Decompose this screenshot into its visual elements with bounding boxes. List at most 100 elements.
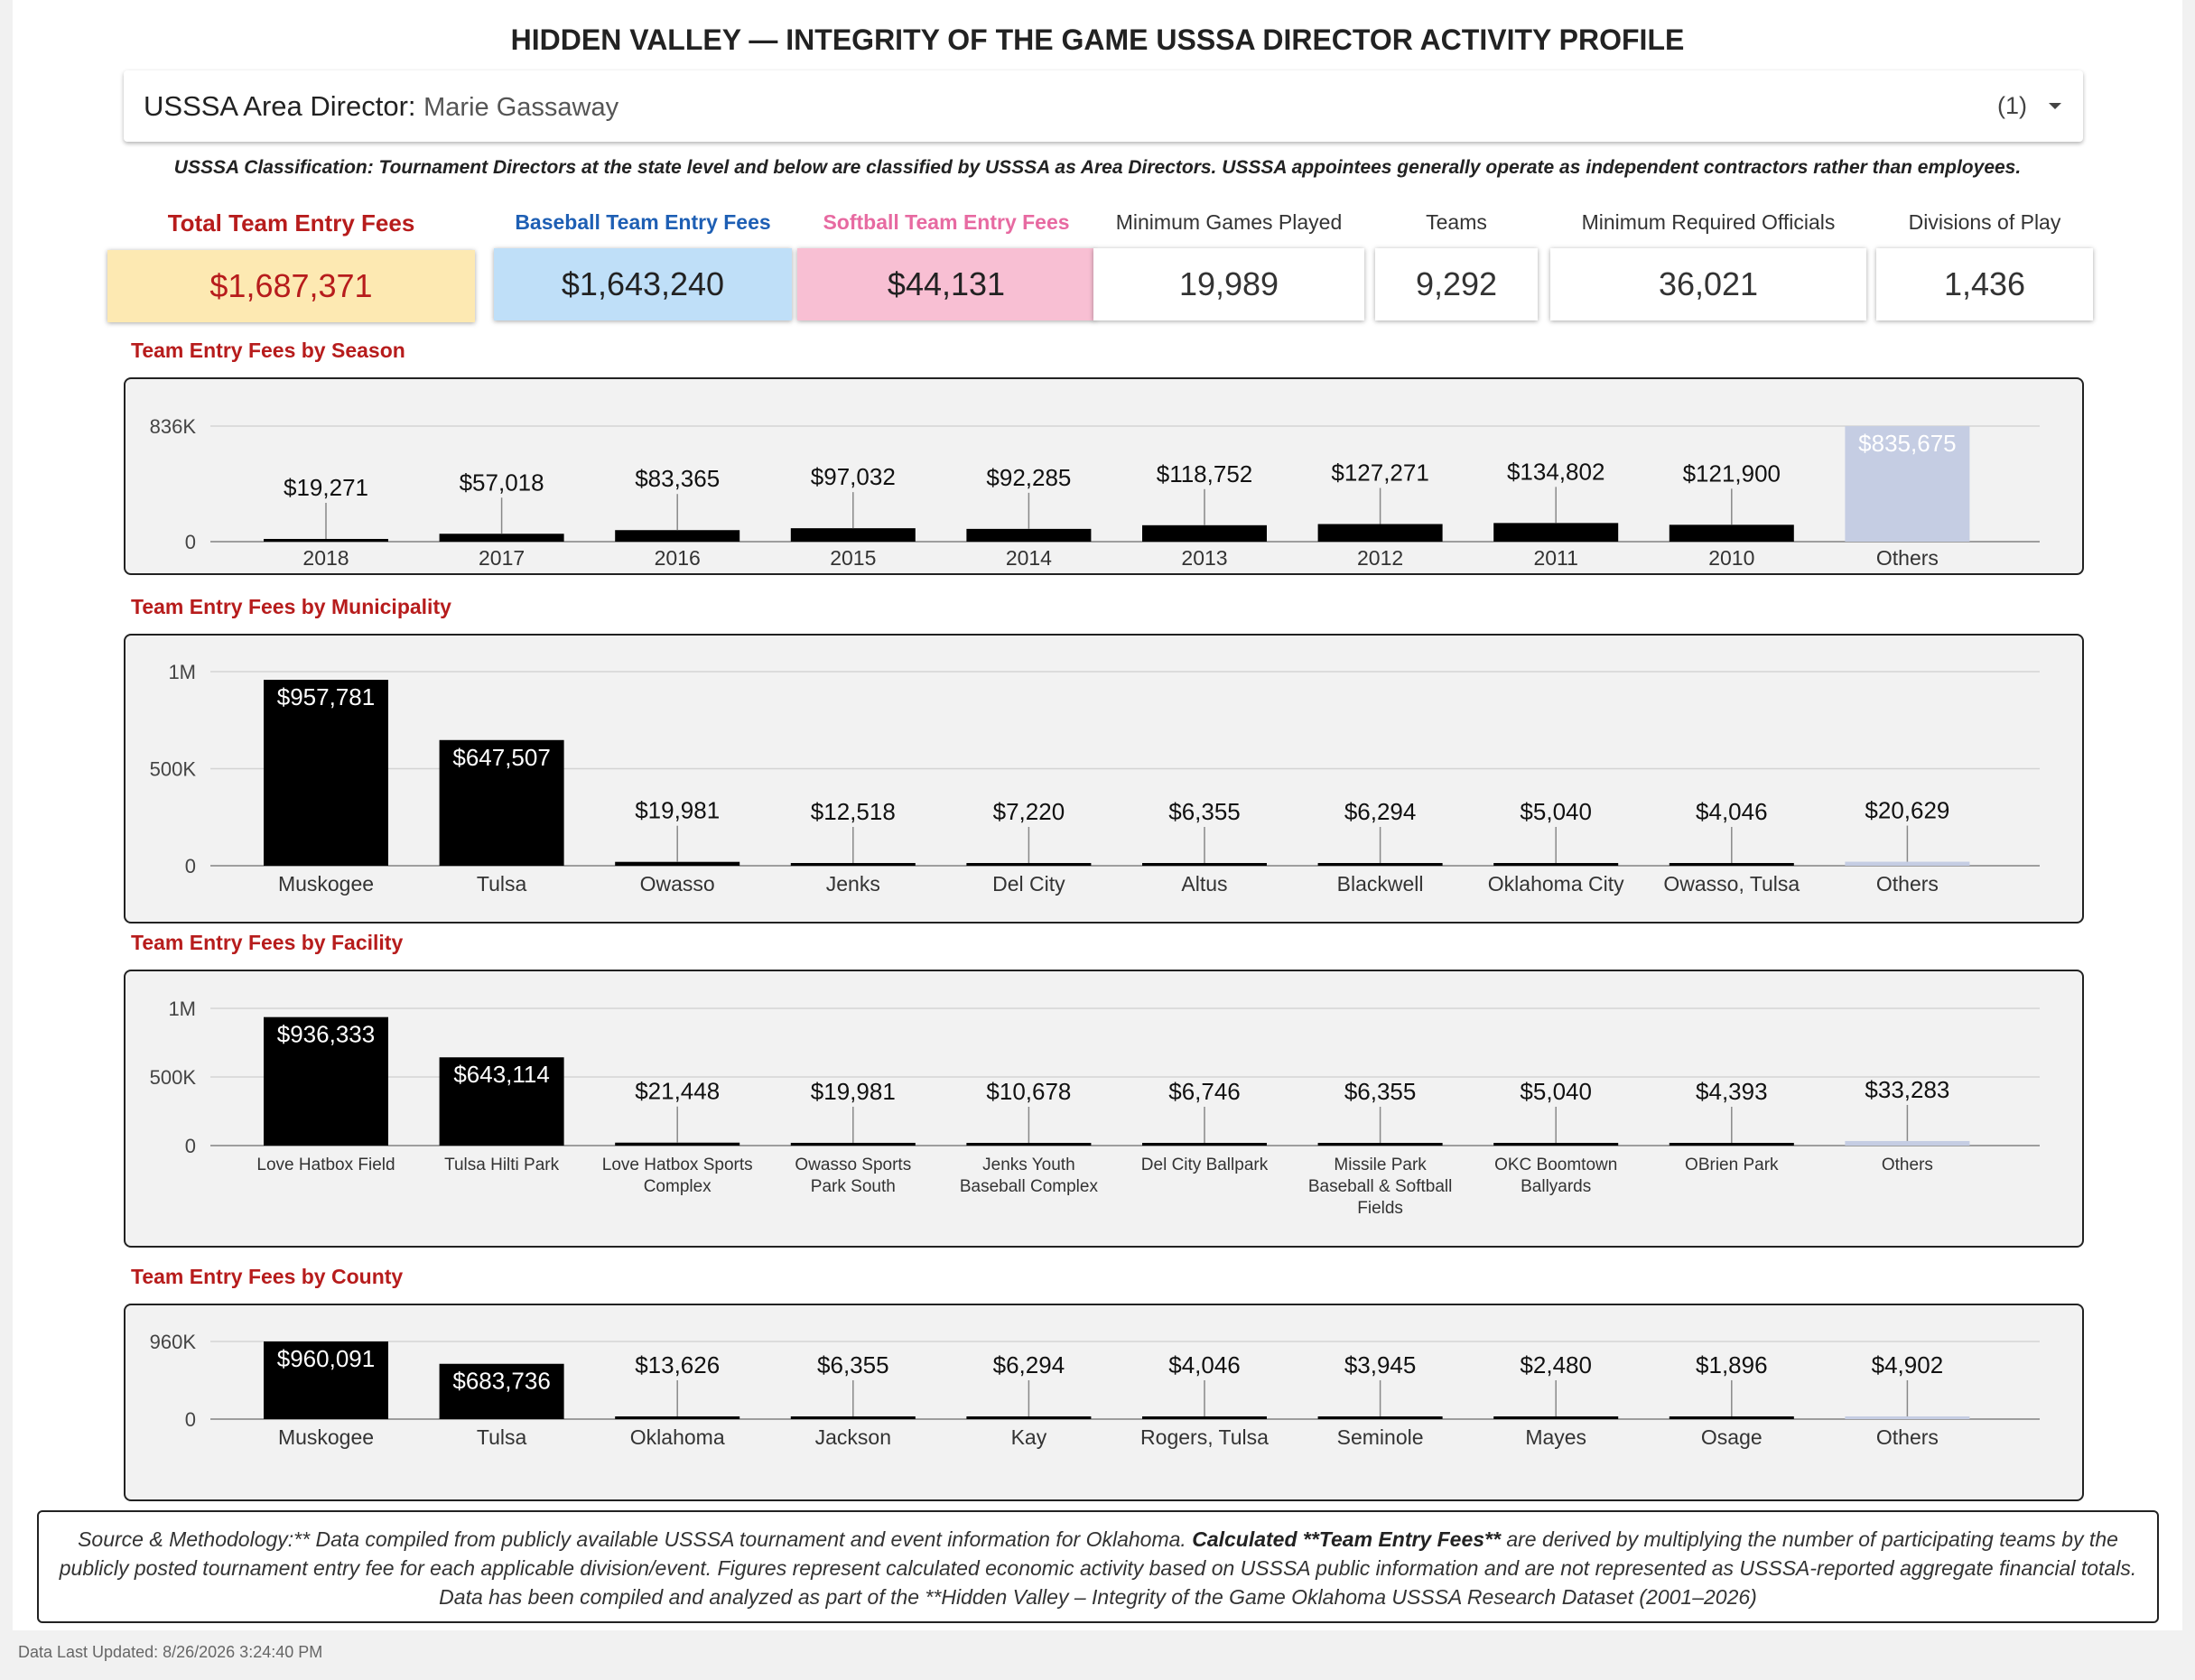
chevron-down-icon[interactable]	[2049, 103, 2061, 109]
bar[interactable]	[264, 680, 388, 866]
data-label: $6,355	[1344, 1078, 1417, 1105]
bar[interactable]	[615, 861, 740, 866]
bar[interactable]	[1317, 863, 1443, 866]
county-chart-panel: 0 960K $960,091 Muskogee $683,736 Tulsa $13,62…	[124, 1304, 2084, 1501]
kpi-label-total-team-entry-fees: Total Team Entry Fees	[167, 209, 415, 237]
category-label: OKC Boomtown	[1494, 1156, 1617, 1174]
bar[interactable]	[1317, 1416, 1443, 1419]
category-label: 2014	[1006, 546, 1052, 570]
director-name: Marie Gassaway	[423, 93, 619, 122]
bar[interactable]	[1493, 523, 1619, 542]
bar[interactable]	[1317, 524, 1443, 542]
bar[interactable]	[1669, 1143, 1794, 1146]
bar[interactable]	[1845, 1140, 1970, 1146]
data-label: $4,393	[1696, 1078, 1768, 1105]
bar[interactable]	[1493, 1143, 1619, 1146]
kpi-value-minimum-required-officials: 36,021	[1550, 248, 1866, 320]
category-label: Baseball & Softball	[1308, 1177, 1453, 1196]
bar[interactable]	[1669, 863, 1794, 866]
bar[interactable]	[1142, 863, 1267, 866]
bar[interactable]	[966, 863, 1092, 866]
bar[interactable]	[790, 528, 916, 542]
bar[interactable]	[966, 1143, 1092, 1146]
data-label: $835,675	[1858, 430, 1956, 457]
kpi-value-total-team-entry-fees: $1,687,371	[107, 250, 475, 322]
y-tick-label: 500K	[150, 1066, 197, 1089]
category-label: Seminole	[1337, 1425, 1424, 1449]
data-label: $21,448	[635, 1078, 720, 1105]
category-label: Missile Park	[1334, 1156, 1427, 1174]
data-label: $643,114	[453, 1061, 550, 1088]
municipality-chart-panel: 0 500K 1M $957,781 Muskogee $647,507 Tulsa $19,…	[124, 634, 2084, 924]
bar[interactable]	[264, 1341, 388, 1419]
footer-bold: Calculated **Team Entry Fees**	[1192, 1527, 1501, 1551]
data-label: $83,365	[635, 465, 720, 492]
data-label: $936,333	[277, 1021, 375, 1048]
season-chart-title: Team Entry Fees by Season	[131, 339, 405, 362]
data-label: $92,285	[986, 464, 1071, 491]
category-label: Fields	[1357, 1199, 1403, 1218]
category-label: 2018	[302, 546, 349, 570]
bar[interactable]	[1845, 1416, 1970, 1419]
data-label: $647,507	[452, 744, 550, 771]
bar[interactable]	[1669, 1416, 1794, 1419]
data-label: $20,629	[1865, 797, 1949, 824]
category-label: Altus	[1181, 872, 1227, 896]
category-label: Oklahoma City	[1488, 872, 1624, 896]
bar[interactable]	[264, 1016, 388, 1146]
bar[interactable]	[790, 863, 916, 866]
data-label: $33,283	[1865, 1076, 1949, 1103]
classification-note: USSSA Classification: Tournament Directo…	[173, 157, 2022, 178]
bar[interactable]	[1142, 1416, 1267, 1419]
facility-chart-title: Team Entry Fees by Facility	[131, 931, 404, 954]
bar[interactable]	[1845, 861, 1970, 866]
category-label: 2016	[655, 546, 701, 570]
category-label: Others	[1882, 1156, 1933, 1174]
y-tick-label: 0	[185, 1408, 196, 1431]
category-label: Mayes	[1525, 1425, 1586, 1449]
category-label: Baseball Complex	[960, 1177, 1099, 1196]
bar[interactable]	[1493, 1416, 1619, 1419]
bar[interactable]	[966, 528, 1092, 542]
bar[interactable]	[1845, 426, 1970, 542]
bar[interactable]	[615, 1416, 740, 1419]
kpi-label-minimum-games-played: Minimum Games Played	[1115, 210, 1343, 234]
bar[interactable]	[1669, 524, 1794, 542]
director-label: USSSA Area Director	[144, 90, 408, 122]
data-label: $10,678	[986, 1078, 1071, 1105]
data-label: $1,896	[1696, 1351, 1768, 1378]
season-chart: 0 836K $19,271 2018 $57,018 2017 $83,365 2016 $9…	[150, 415, 2040, 570]
bar[interactable]	[1317, 1143, 1443, 1146]
data-label: $4,046	[1696, 798, 1768, 825]
data-label: $5,040	[1520, 1078, 1592, 1105]
category-label: 2015	[830, 546, 876, 570]
category-label: Tulsa Hilti Park	[444, 1156, 560, 1174]
bar[interactable]	[615, 1142, 740, 1146]
bar[interactable]	[439, 1057, 564, 1146]
kpi-value-minimum-games-played: 19,989	[1093, 248, 1364, 320]
category-label: 2017	[479, 546, 525, 570]
bar[interactable]	[615, 530, 740, 542]
director-selector[interactable]: USSSA Area Director: Marie Gassaway (1)	[124, 70, 2083, 142]
category-label: 2010	[1708, 546, 1754, 570]
bar[interactable]	[1142, 1143, 1267, 1146]
bar[interactable]	[790, 1416, 916, 1419]
facility-chart: 0 500K 1M $936,333 Love Hatbox Field $643,114…	[150, 998, 2040, 1218]
bar[interactable]	[264, 539, 388, 542]
bar[interactable]	[439, 739, 564, 866]
bar[interactable]	[1142, 524, 1267, 542]
data-label: $3,945	[1344, 1351, 1417, 1378]
bar[interactable]	[966, 1416, 1092, 1419]
y-tick-label: 500K	[150, 758, 197, 781]
category-label: Owasso	[640, 872, 715, 896]
data-label: $4,046	[1168, 1351, 1241, 1378]
data-label: $134,802	[1507, 458, 1604, 485]
bar[interactable]	[790, 1142, 916, 1146]
category-label: Osage	[1701, 1425, 1763, 1449]
bar[interactable]	[439, 1363, 564, 1419]
data-label: $7,220	[993, 798, 1065, 825]
bar[interactable]	[439, 534, 564, 542]
category-label: Others	[1876, 872, 1939, 896]
bar[interactable]	[1493, 863, 1619, 866]
category-label: Del City Ballpark	[1141, 1156, 1269, 1174]
